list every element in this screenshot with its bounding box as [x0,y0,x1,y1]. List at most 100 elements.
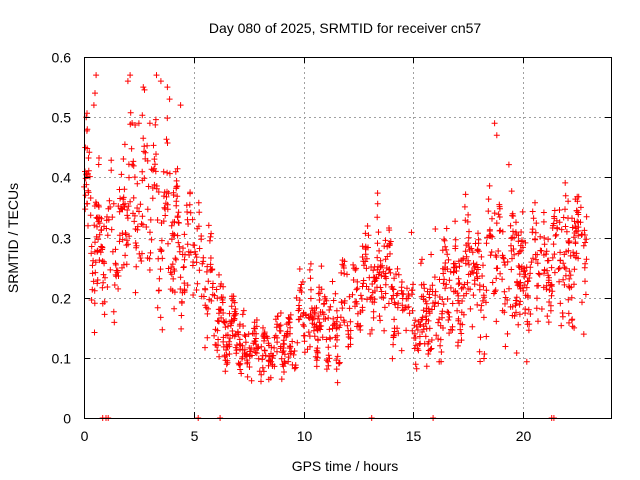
data-point [252,325,258,332]
data-point [157,314,164,321]
data-point [360,277,367,284]
data-point [480,314,487,321]
data-point [260,368,267,375]
data-point [374,254,381,261]
data-point [560,214,567,221]
data-point [516,311,523,318]
data-point [421,285,428,292]
data-point [213,286,220,293]
data-point [147,216,154,223]
data-point [403,327,410,334]
data-point [150,142,157,149]
data-point [352,266,359,273]
data-point [566,238,573,244]
data-point [93,72,100,79]
data-point [561,281,568,288]
data-point [132,122,139,128]
data-point [443,225,450,232]
data-point [340,265,347,271]
data-point [157,246,164,253]
data-point [370,267,377,274]
data-point [535,282,542,289]
data-point [174,165,181,172]
data-point [124,215,131,222]
data-point [116,232,123,239]
data-point [334,353,341,360]
data-point [101,311,108,318]
data-point [392,301,399,308]
data-point [113,267,120,274]
data-point [533,220,540,227]
data-point [218,314,225,321]
data-point [246,344,253,351]
data-point [90,278,97,285]
data-point [365,232,372,239]
data-point [259,364,266,371]
data-point [164,169,171,176]
data-point [439,247,446,254]
data-point [267,374,274,381]
data-point [382,237,389,244]
data-point [411,322,418,329]
data-point [459,321,466,328]
data-point [366,274,373,281]
data-point [502,343,509,350]
data-point [582,278,588,285]
data-point [399,290,406,297]
data-point [391,275,398,282]
data-point [231,333,238,340]
data-point [156,275,163,282]
data-point [134,205,141,211]
data-point [359,304,366,311]
data-point [268,344,275,351]
data-point [287,343,294,350]
data-point [374,190,381,197]
data-point [190,259,197,265]
data-point [241,332,248,338]
data-point [319,309,326,316]
data-point [180,264,187,271]
data-point [562,206,568,213]
data-point [409,287,416,294]
data-point [546,299,553,305]
data-point [94,223,100,230]
data-point [252,349,259,356]
data-point [110,308,117,315]
data-point [519,244,526,251]
data-point [483,299,489,306]
data-point [570,249,577,256]
data-point [300,321,307,328]
data-point [439,296,446,303]
data-point [521,273,528,280]
data-point [128,145,135,152]
data-point [331,321,338,328]
data-point [148,236,155,243]
data-point [452,245,459,252]
data-point [524,292,531,299]
data-point [540,209,547,216]
data-point [518,229,525,235]
data-point [382,290,389,297]
data-point [455,317,462,324]
data-point [490,290,497,297]
data-point [545,319,552,326]
data-point [90,257,97,264]
data-point [242,339,249,346]
data-point [480,292,487,299]
data-point [567,272,574,279]
data-point [168,236,175,243]
data-point [227,322,234,329]
data-point [428,337,435,343]
data-point [262,352,269,359]
data-point [410,281,416,288]
data-point [508,266,515,273]
data-point [378,288,385,295]
data-point [240,323,247,329]
data-point [541,241,548,248]
data-point [386,240,393,247]
data-point [408,229,415,236]
data-point [354,278,361,285]
data-point [220,343,227,350]
data-point [548,264,555,271]
